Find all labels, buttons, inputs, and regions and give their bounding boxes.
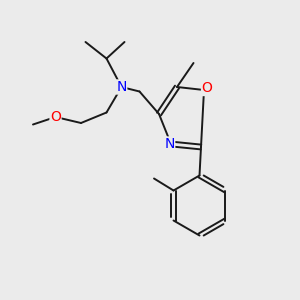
Text: N: N [116,80,127,94]
Text: N: N [164,137,175,151]
Text: O: O [50,110,61,124]
Text: O: O [202,82,212,95]
